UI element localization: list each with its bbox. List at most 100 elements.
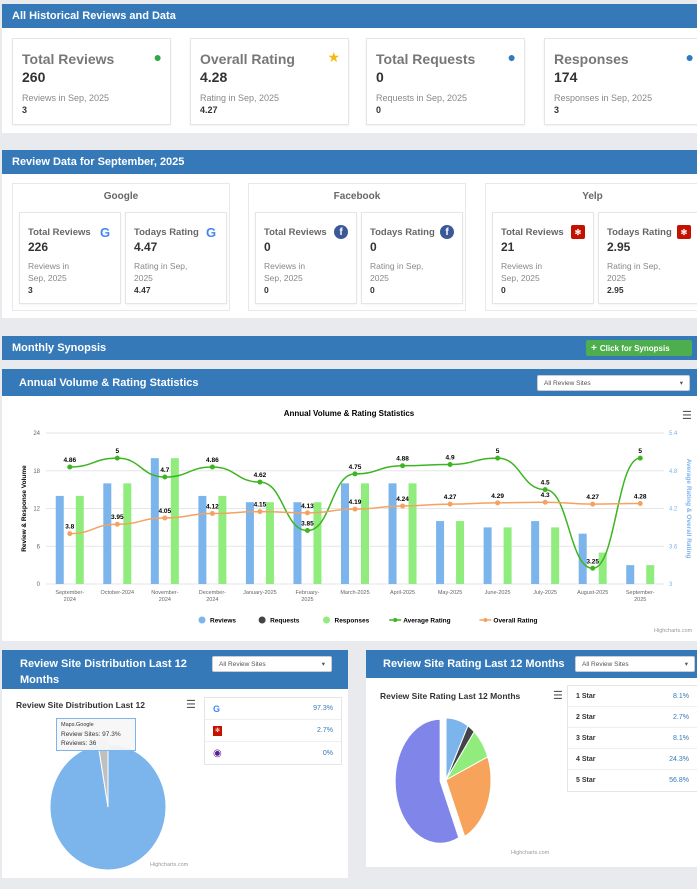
stat-card-overall-rating: Overall Rating 4.28 Rating in Sep, 2025 4.2…	[190, 38, 349, 125]
bar-reviews[interactable]	[388, 483, 397, 584]
point-average-rating[interactable]	[542, 487, 548, 493]
point-overall-rating[interactable]	[114, 521, 120, 527]
bar-reviews[interactable]	[341, 483, 349, 584]
bar-responses[interactable]	[551, 527, 560, 584]
point-overall-rating[interactable]	[447, 501, 453, 507]
point-average-rating[interactable]	[67, 464, 73, 470]
point-average-rating[interactable]	[114, 455, 120, 461]
bar-responses[interactable]	[503, 527, 512, 584]
bar-reviews[interactable]	[245, 502, 254, 584]
card-subvalue: 3	[28, 285, 33, 295]
bar-responses[interactable]	[313, 502, 322, 584]
point-overall-rating[interactable]	[352, 506, 358, 512]
row-label: 3 Star	[576, 734, 596, 742]
bar-responses[interactable]	[456, 521, 465, 584]
data-label: 3.85	[301, 521, 314, 528]
point-average-rating[interactable]	[352, 471, 358, 477]
bar-responses[interactable]	[408, 483, 417, 584]
bar-reviews[interactable]	[293, 502, 302, 584]
point-overall-rating[interactable]	[495, 500, 501, 506]
bar-responses[interactable]	[75, 495, 84, 584]
point-overall-rating[interactable]	[304, 510, 310, 516]
legend-item-average-rating[interactable]: Average Rating	[389, 618, 451, 625]
highcharts-credit[interactable]: Highcharts.com	[150, 862, 189, 868]
legend-item-requests[interactable]: Requests	[258, 616, 300, 625]
data-label: 4.05	[159, 508, 172, 515]
highcharts-credit[interactable]: Highcharts.com	[511, 850, 550, 856]
group-yelp: Yelp Total Reviews 21 Reviews in Sep, 2025 0…	[485, 183, 697, 311]
point-overall-rating[interactable]	[257, 509, 263, 515]
point-overall-rating[interactable]	[590, 501, 596, 507]
bar-reviews[interactable]	[436, 521, 445, 584]
rating-site-select[interactable]: All Review Sites ▾	[575, 656, 695, 672]
x-tick: May-2025	[438, 590, 462, 596]
distribution-site-select[interactable]: All Review Sites ▾	[212, 656, 332, 672]
data-label: 4.62	[254, 472, 267, 479]
pie-tooltip: Maps.Google Review Sites: 97.3% Reviews:…	[56, 718, 136, 751]
point-average-rating[interactable]	[447, 461, 453, 467]
google-icon: G	[213, 703, 221, 714]
data-label: 4.12	[206, 504, 219, 511]
bar-reviews[interactable]	[626, 565, 635, 584]
bar-responses[interactable]	[646, 565, 655, 584]
distribution-chart-title: Review Site Distribution Last 12	[16, 700, 145, 710]
bar-responses[interactable]	[265, 502, 274, 584]
point-average-rating[interactable]	[257, 479, 263, 485]
pie-slice-4-star[interactable]	[445, 756, 492, 838]
comments-icon: ●	[685, 49, 694, 65]
point-average-rating[interactable]	[590, 565, 596, 571]
synopsis-button[interactable]: + Click for Synopsis	[586, 340, 692, 356]
point-overall-rating[interactable]	[637, 500, 643, 506]
bar-reviews[interactable]	[198, 495, 207, 584]
point-average-rating[interactable]	[400, 463, 406, 469]
point-average-rating[interactable]	[637, 455, 643, 461]
bar-reviews[interactable]	[103, 483, 112, 584]
bar-reviews[interactable]	[483, 527, 492, 584]
bar-responses[interactable]	[361, 483, 369, 584]
point-average-rating[interactable]	[209, 464, 215, 470]
bar-reviews[interactable]	[55, 495, 64, 584]
point-overall-rating[interactable]	[400, 503, 406, 509]
rating-chart-title: Review Site Rating Last 12 Months	[380, 691, 521, 701]
point-average-rating[interactable]	[495, 455, 501, 461]
legend-label: Responses	[335, 618, 370, 625]
bar-reviews[interactable]	[578, 533, 587, 584]
point-overall-rating[interactable]	[542, 499, 548, 505]
annual-site-select[interactable]: All Review Sites ▾	[537, 375, 690, 391]
chart-menu-icon[interactable]: ☰	[186, 699, 196, 711]
bar-responses[interactable]	[218, 495, 227, 584]
row-percent: 97.3%	[313, 705, 333, 712]
chart-menu-icon[interactable]: ☰	[553, 690, 563, 702]
legend-item-responses[interactable]: Responses	[323, 616, 370, 625]
point-average-rating[interactable]	[304, 528, 310, 534]
y-tick: 6	[37, 544, 41, 550]
point-average-rating[interactable]	[162, 474, 168, 480]
legend-label: Reviews	[210, 618, 236, 625]
point-overall-rating[interactable]	[162, 515, 168, 521]
point-overall-rating[interactable]	[67, 531, 73, 537]
table-row: 5 Star 56.8%	[568, 770, 697, 791]
group-title: Yelp	[582, 191, 603, 202]
bar-responses[interactable]	[598, 552, 607, 584]
bar-reviews[interactable]	[531, 521, 540, 584]
point-overall-rating[interactable]	[209, 511, 215, 517]
site-card-todays-rating: Todays Rating 0 Rating in Sep, 2025 0 f	[361, 212, 463, 304]
rating-panel: Review Site Rating Last 12 Months All Re…	[366, 650, 697, 867]
y2-axis-label: Average Rating & Overall Rating	[685, 459, 692, 559]
legend-item-overall-rating[interactable]: Overall Rating	[479, 618, 537, 625]
distribution-table: G 97.3% ✻ 2.7% ◉ 0%	[204, 697, 342, 765]
card-title: Total Reviews	[22, 51, 115, 67]
bar-reviews[interactable]	[150, 458, 159, 584]
highcharts-credit[interactable]: Highcharts.com	[654, 628, 693, 634]
bar-responses[interactable]	[170, 458, 179, 584]
card-subtitle: Rating in Sep, 2025	[607, 261, 661, 283]
rating-pie	[394, 717, 492, 844]
legend-item-reviews[interactable]: Reviews	[198, 616, 237, 625]
x-tick: December-2024	[199, 590, 226, 603]
card-subvalue: 0	[264, 285, 269, 295]
row-label: 4 Star	[576, 755, 596, 763]
row-percent: 0%	[322, 749, 333, 757]
chart-menu-icon[interactable]: ☰	[682, 410, 692, 422]
pie-slice-5-star[interactable]	[394, 718, 460, 844]
bar-responses[interactable]	[123, 483, 132, 584]
